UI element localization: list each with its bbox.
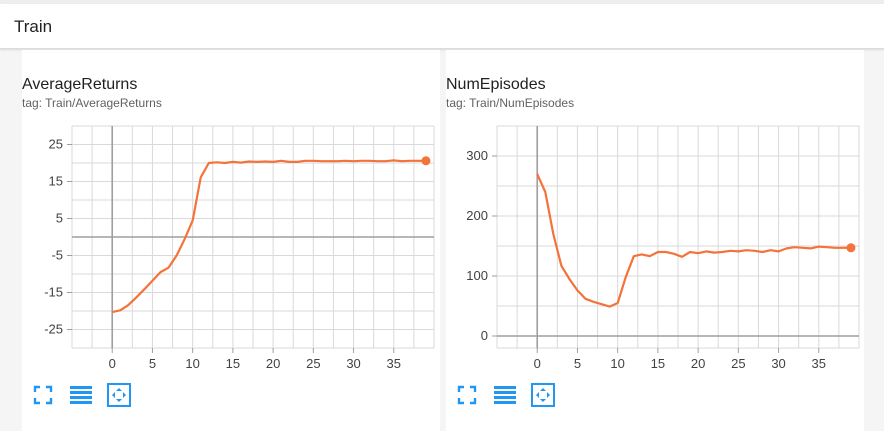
x-tick-label: 20	[691, 356, 705, 370]
fit-screen-icon[interactable]	[454, 382, 480, 408]
y-tick-label: 5	[56, 211, 63, 226]
fit-screen-icon[interactable]	[30, 382, 56, 408]
x-tick-label: 10	[185, 356, 199, 370]
chart-tag: tag: Train/AverageReturns	[22, 96, 162, 110]
x-tick-label: 5	[149, 356, 156, 370]
y-tick-label: -25	[44, 322, 63, 337]
series-end-point	[846, 243, 856, 253]
fit-domain-icon[interactable]	[106, 382, 132, 408]
x-tick-label: 0	[534, 356, 541, 370]
data-table-icon[interactable]	[68, 382, 94, 408]
series-line	[536, 173, 851, 308]
x-tick-label: 15	[651, 356, 665, 370]
data-table-icon[interactable]	[492, 382, 518, 408]
series-line	[111, 159, 426, 314]
chart-title: AverageReturns	[22, 76, 138, 93]
chart-tag: tag: Train/NumEpisodes	[446, 96, 575, 110]
y-tick-label: -15	[44, 285, 63, 300]
y-tick-label: 0	[481, 328, 488, 343]
y-tick-label: 15	[49, 174, 63, 189]
x-tick-label: 35	[387, 356, 401, 370]
chart-title: NumEpisodes	[446, 76, 546, 93]
chart-controls	[30, 382, 140, 408]
x-tick-label: 5	[574, 356, 581, 370]
x-tick-label: 30	[771, 356, 785, 370]
top-strip	[0, 0, 884, 4]
x-tick-label: 20	[266, 356, 280, 370]
x-tick-label: 10	[610, 356, 624, 370]
chart-controls	[454, 382, 564, 408]
grid-lines	[496, 125, 860, 349]
section-title: Train	[14, 17, 53, 36]
y-tick-label: 100	[466, 268, 488, 283]
series-end-point	[421, 156, 431, 166]
y-tick-label: 200	[466, 208, 488, 223]
chart-card-average-returns: AverageReturns tag: Train/AverageReturns…	[22, 50, 440, 431]
y-tick-label: 25	[49, 137, 63, 152]
line-chart-average-returns[interactable]: 0 5 10 15 20 25 30 35 25 15 5 -5 -15 -25	[22, 50, 440, 370]
x-tick-label: 25	[731, 356, 745, 370]
x-tick-label: 0	[109, 356, 116, 370]
chart-card-num-episodes: NumEpisodes tag: Train/NumEpisodes 0 5 10 1…	[446, 50, 864, 431]
section-header[interactable]: Train	[0, 4, 884, 49]
fit-domain-icon[interactable]	[530, 382, 556, 408]
line-chart-num-episodes[interactable]: 0 5 10 15 20 25 30 35 300 200 100 0	[446, 50, 864, 370]
y-tick-label: -5	[51, 248, 63, 263]
x-tick-label: 15	[226, 356, 240, 370]
x-tick-label: 25	[306, 356, 320, 370]
x-tick-label: 35	[812, 356, 826, 370]
y-tick-label: 300	[466, 148, 488, 163]
x-tick-label: 30	[346, 356, 360, 370]
